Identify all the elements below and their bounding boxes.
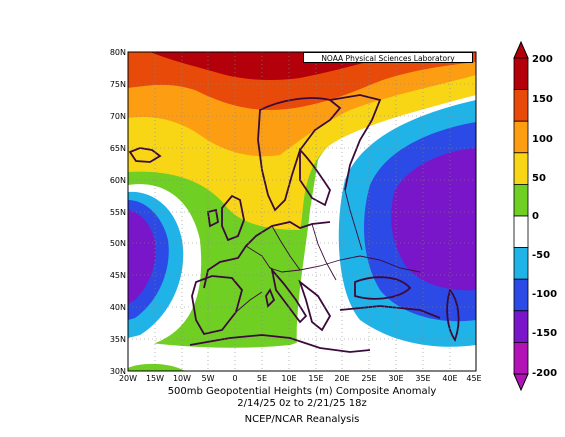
lon-label: 0 bbox=[232, 374, 237, 383]
lon-label: 20E bbox=[334, 374, 349, 383]
coastlines bbox=[128, 94, 460, 353]
colorbar-swatch bbox=[513, 278, 529, 312]
lon-label: 40E bbox=[442, 374, 457, 383]
lon-label: 20W bbox=[119, 374, 137, 383]
colorbar: 200 150 100 50 0 -50 -100 -150 -200 bbox=[513, 40, 557, 392]
longitude-labels: 20W 15W 10W 5W 0 5E 10E 15E 20E 25E 30E … bbox=[119, 374, 482, 383]
colorbar-arrow-bottom bbox=[513, 373, 529, 392]
lat-label: 60N bbox=[110, 176, 126, 185]
lon-label: 30E bbox=[388, 374, 403, 383]
caption-date-range: 2/14/25 0z to 2/21/25 18z bbox=[237, 398, 367, 409]
lat-label: 45N bbox=[110, 271, 126, 280]
lon-label: 15E bbox=[308, 374, 323, 383]
colorbar-swatch bbox=[513, 152, 529, 185]
lat-label: 65N bbox=[110, 144, 126, 153]
colorbar-label: 100 bbox=[532, 134, 553, 145]
anomaly-field bbox=[128, 52, 476, 371]
lat-label: 55N bbox=[110, 208, 126, 217]
lat-label: 40N bbox=[110, 303, 126, 312]
colorbar-swatch bbox=[513, 310, 529, 343]
lon-label: 15W bbox=[146, 374, 164, 383]
colorbar-swatch bbox=[513, 183, 529, 217]
colorbar-swatch bbox=[513, 247, 529, 280]
country-borders bbox=[235, 189, 421, 313]
latitude-labels: 80N 75N 70N 65N 60N 55N 50N 45N 40N 35N … bbox=[110, 48, 126, 376]
colorbar-label: 150 bbox=[532, 94, 553, 105]
lat-label: 75N bbox=[110, 80, 126, 89]
colorbar-label: 50 bbox=[532, 173, 546, 184]
lat-label: 50N bbox=[110, 239, 126, 248]
colorbar-label: 0 bbox=[532, 211, 539, 222]
lon-label: 10E bbox=[281, 374, 296, 383]
colorbar-swatch bbox=[513, 341, 529, 375]
colorbar-label: -100 bbox=[532, 289, 557, 300]
credit-label: NOAA Physical Sciences Laboratory bbox=[303, 52, 473, 63]
lon-label: 25E bbox=[361, 374, 376, 383]
colorbar-label: -200 bbox=[532, 368, 557, 379]
colorbar-swatch bbox=[513, 120, 529, 154]
colorbar-arrow-top bbox=[513, 40, 529, 59]
colorbar-label: 200 bbox=[532, 54, 553, 65]
lon-label: 35E bbox=[415, 374, 430, 383]
lon-label: 10W bbox=[173, 374, 191, 383]
lat-label: 35N bbox=[110, 335, 126, 344]
lat-label: 80N bbox=[110, 48, 126, 57]
colorbar-label: -50 bbox=[532, 250, 550, 261]
colorbar-swatch bbox=[513, 215, 529, 249]
lat-label: 70N bbox=[110, 112, 126, 121]
map-frame bbox=[127, 51, 477, 372]
lat-label: 30N bbox=[110, 367, 126, 376]
lon-label: 5E bbox=[257, 374, 267, 383]
lon-label: 5W bbox=[202, 374, 215, 383]
colorbar-label: -150 bbox=[532, 328, 557, 339]
colorbar-swatch bbox=[513, 89, 529, 122]
colorbar-swatch bbox=[513, 57, 529, 91]
lon-label: 45E bbox=[466, 374, 481, 383]
caption-source: NCEP/NCAR Reanalysis bbox=[244, 414, 360, 425]
caption-title: 500mb Geopotential Heights (m) Composite… bbox=[167, 386, 437, 397]
